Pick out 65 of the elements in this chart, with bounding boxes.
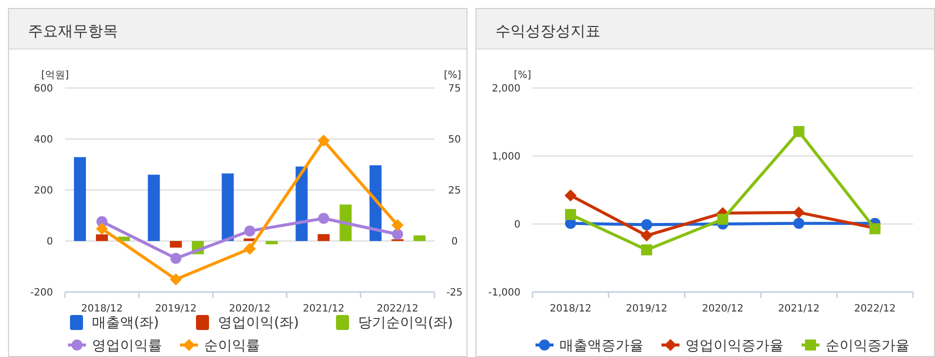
- y-tick-label: 200: [34, 186, 53, 196]
- y2-tick-label: 50: [448, 134, 461, 146]
- bar: [222, 173, 234, 241]
- legend-label: 영업이익률: [92, 338, 162, 354]
- y-tick-label: 1,000: [492, 152, 520, 162]
- point: [793, 218, 804, 229]
- bar: [148, 174, 160, 241]
- y-axis-title: [억원]: [41, 70, 69, 81]
- bar: [96, 234, 108, 241]
- y-tick-label: -200: [30, 288, 53, 298]
- y-axis-title: [%]: [514, 70, 532, 81]
- point: [170, 273, 182, 286]
- y2-tick-label: 25: [448, 186, 461, 196]
- y-tick-label: 600: [34, 84, 53, 94]
- x-tick-label: 2021/12: [778, 304, 820, 314]
- point: [641, 244, 652, 256]
- legend-label: 순이익증가율: [826, 338, 910, 354]
- x-tick-label: 2018/12: [81, 304, 123, 314]
- point: [244, 242, 256, 255]
- x-tick-label: 2018/12: [550, 304, 592, 314]
- legend-label: 매출액증가율: [560, 338, 644, 354]
- y-tick-label: 2,000: [492, 84, 520, 94]
- point: [318, 212, 330, 224]
- y-tick-label: -1,000: [488, 288, 520, 298]
- point: [392, 228, 404, 240]
- point: [792, 206, 805, 218]
- x-tick-label: 2021/12: [302, 304, 344, 314]
- bar: [414, 235, 426, 241]
- x-tick-label: 2019/12: [626, 304, 668, 314]
- legend-label: 당기순이익(좌): [358, 314, 453, 331]
- chart-title: 주요재무항목: [28, 22, 118, 40]
- point: [793, 126, 804, 138]
- point: [244, 226, 256, 237]
- legend-label: 영업이익증가율: [686, 338, 784, 354]
- y-tick-label: 0: [46, 236, 53, 248]
- x-tick-label: 2022/12: [854, 304, 896, 314]
- point: [640, 230, 653, 242]
- y-tick-label: 0: [514, 220, 520, 230]
- x-tick-label: 2022/12: [376, 304, 418, 314]
- bar: [370, 165, 382, 241]
- point: [170, 252, 182, 264]
- x-tick-label: 2020/12: [702, 304, 744, 314]
- point: [96, 222, 108, 235]
- chart-title: 수익성장성지표: [496, 22, 600, 40]
- legend-label: 매출액(좌): [92, 314, 159, 331]
- y-tick-label: 400: [34, 134, 53, 146]
- legend-label: 순이익률: [204, 338, 260, 354]
- x-tick-label: 2019/12: [155, 304, 197, 314]
- legend-label: 영업이익(좌): [218, 314, 299, 331]
- y2-tick-label: 0: [451, 236, 458, 248]
- bar: [340, 204, 352, 241]
- bar: [318, 234, 330, 241]
- point: [565, 208, 576, 220]
- x-tick-label: 2020/12: [228, 304, 271, 314]
- bar: [170, 241, 182, 248]
- point: [641, 219, 652, 230]
- y2-axis-title: [%]: [444, 70, 462, 81]
- y2-tick-label: -25: [446, 288, 463, 298]
- point: [318, 134, 330, 147]
- bar: [266, 241, 278, 244]
- y2-tick-label: 75: [448, 84, 461, 94]
- point: [717, 214, 728, 225]
- bar: [74, 157, 86, 241]
- point: [392, 219, 404, 232]
- point: [564, 189, 577, 202]
